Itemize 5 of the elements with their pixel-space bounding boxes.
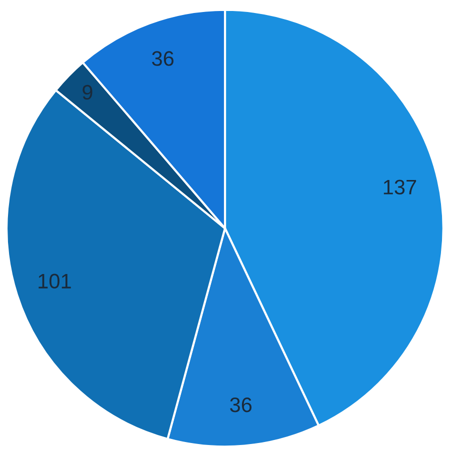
data-label: 9 <box>82 84 92 100</box>
data-label: 137 <box>384 180 416 194</box>
data-label: 101 <box>38 274 71 289</box>
data-label: 36 <box>230 397 252 412</box>
data-label: 36 <box>152 51 174 66</box>
